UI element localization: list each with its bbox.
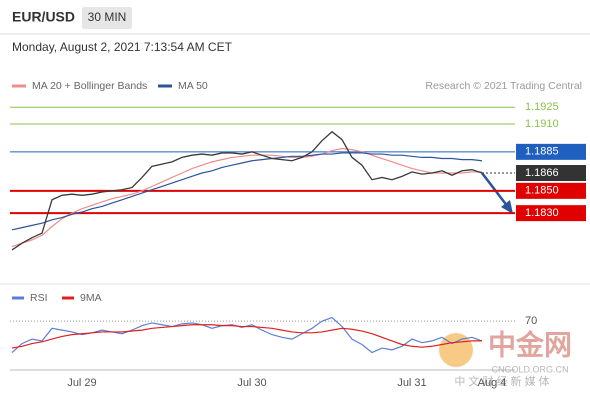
level-badge bbox=[516, 143, 586, 160]
timeframe: 30 MIN bbox=[88, 10, 127, 24]
y-tick-label: 70 bbox=[525, 315, 537, 327]
series-line bbox=[11, 324, 482, 349]
datetime: Monday, August 2, 2021 7:13:54 AM CET bbox=[12, 40, 233, 54]
watermark-slogan: 中 文 财 经 新 媒 体 bbox=[454, 374, 549, 388]
x-tick-label: Aug 4 bbox=[478, 377, 507, 389]
symbol: EUR/USD bbox=[12, 9, 75, 25]
watermark-brand: 中金网 bbox=[488, 328, 572, 360]
level-badge bbox=[516, 205, 586, 222]
level-badge bbox=[516, 165, 586, 182]
legend-label: MA 20 + Bollinger Bands bbox=[32, 80, 147, 92]
level-label: 1.1850 bbox=[525, 185, 559, 197]
x-tick-label: Jul 31 bbox=[397, 377, 426, 389]
price-line bbox=[11, 130, 483, 251]
watermark-site: CNGOLD.ORG.CN bbox=[491, 364, 568, 374]
legend-label: 9MA bbox=[80, 292, 102, 304]
level-label: 1.1925 bbox=[525, 101, 559, 113]
legend-label: MA 50 bbox=[178, 80, 208, 92]
x-tick-label: Jul 29 bbox=[67, 377, 96, 389]
level-label: 1.1830 bbox=[525, 207, 559, 219]
series-line bbox=[11, 152, 483, 231]
level-label: 1.1885 bbox=[525, 146, 559, 158]
timeframe-badge bbox=[82, 7, 132, 29]
level-label: 1.1910 bbox=[525, 118, 559, 130]
series-line bbox=[11, 147, 482, 248]
credit: Research © 2021 Trading Central bbox=[425, 80, 582, 92]
level-label: 1.1866 bbox=[525, 167, 559, 179]
forecast-arrowhead bbox=[501, 200, 513, 214]
level-badge bbox=[516, 182, 586, 199]
x-tick-label: Jul 30 bbox=[237, 377, 266, 389]
legend-label: RSI bbox=[30, 292, 48, 304]
